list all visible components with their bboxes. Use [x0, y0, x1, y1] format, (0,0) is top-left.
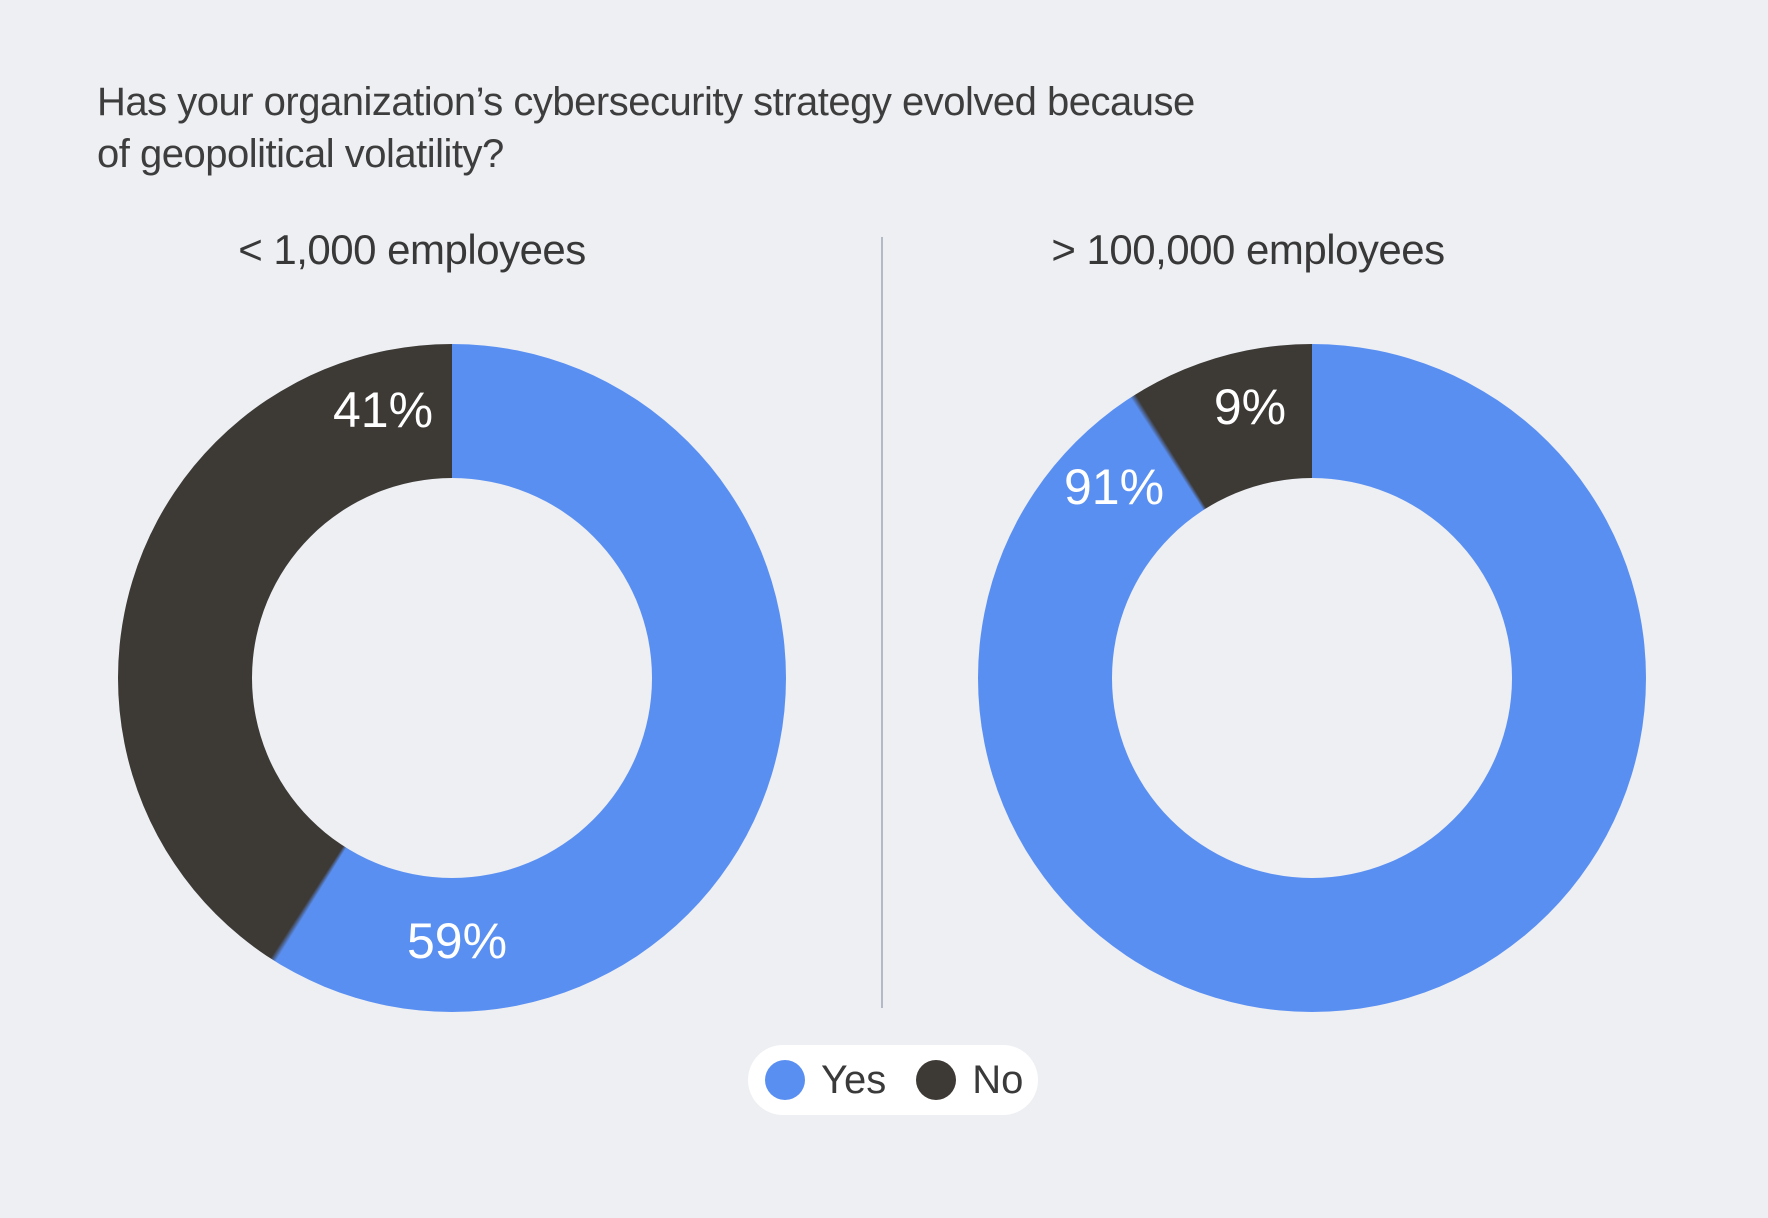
legend-item-yes: Yes	[765, 1058, 886, 1103]
donut-chart-under-1000-employees	[118, 344, 786, 1012]
legend-yes-label: Yes	[821, 1057, 887, 1102]
segment-label-no-right: 9%	[1213, 379, 1287, 435]
legend-pill: Yes No	[748, 1045, 1038, 1115]
legend-no-label: No	[972, 1057, 1024, 1102]
segment-label-yes-right: 91%	[1063, 459, 1165, 515]
left-donut-subtitle: < 1,000 employees	[238, 226, 586, 273]
donut-chart-over-100000-employees	[978, 344, 1646, 1012]
right-donut-subtitle: > 100,000 employees	[1051, 226, 1445, 273]
vertical-divider	[881, 237, 883, 1008]
donut-hole	[1112, 478, 1512, 878]
segment-label-no-left: 41%	[332, 382, 434, 438]
legend-yes-dot-icon	[765, 1060, 805, 1100]
segment-label-yes-left: 59%	[406, 913, 508, 969]
chart-question-title: Has your organization’s cybersecurity st…	[97, 80, 1195, 176]
donut-hole	[252, 478, 652, 878]
legend-no-dot-icon	[916, 1060, 957, 1100]
legend-item-no: No	[916, 1058, 1023, 1103]
